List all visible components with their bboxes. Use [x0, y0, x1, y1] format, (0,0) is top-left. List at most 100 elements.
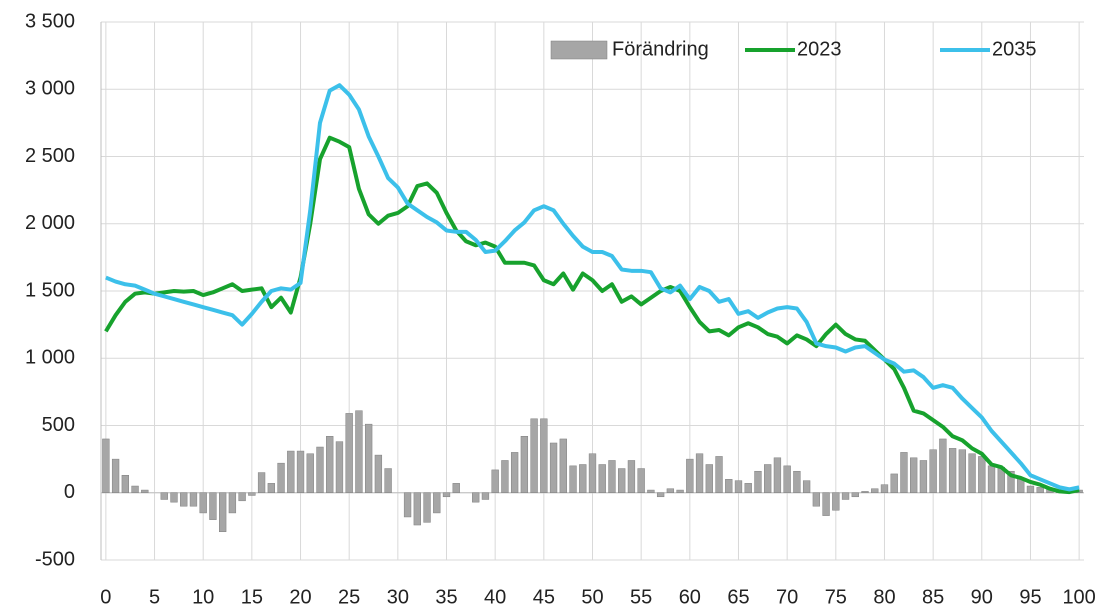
x-tick-label: 65 — [727, 586, 749, 608]
line — [105, 83, 1080, 492]
legend-label: 2035 — [992, 38, 1037, 60]
bar — [326, 436, 334, 494]
y-tick-label: 3 500 — [25, 10, 75, 32]
x-tick-label: 35 — [435, 586, 457, 608]
x-tick-label: 75 — [825, 586, 847, 608]
bar — [287, 450, 295, 493]
bar — [228, 492, 237, 514]
bar — [822, 492, 830, 516]
x-tick-label: 5 — [149, 586, 160, 608]
bar — [403, 492, 412, 518]
bar — [987, 465, 996, 494]
x-tick-label: 80 — [873, 586, 895, 608]
bar — [472, 492, 480, 503]
x-tick-label: 40 — [484, 586, 506, 608]
bar — [540, 418, 548, 493]
bar — [306, 453, 314, 493]
bar — [754, 470, 762, 494]
bar — [656, 492, 665, 498]
y-tick-label: 0 — [64, 481, 75, 503]
bar — [364, 423, 373, 493]
x-tick-label: 10 — [192, 586, 214, 608]
bar — [219, 492, 227, 533]
bar — [676, 489, 684, 493]
legend-label: Förändring — [612, 38, 709, 60]
bar — [442, 492, 451, 498]
bar — [900, 452, 908, 493]
bar — [520, 436, 529, 494]
bar — [111, 458, 120, 493]
bar — [423, 492, 431, 523]
bar — [131, 485, 139, 493]
x-tick-label: 60 — [679, 586, 701, 608]
bar — [627, 460, 636, 493]
bar — [715, 456, 723, 493]
bar — [608, 460, 616, 493]
bar — [180, 492, 188, 507]
legend-label: 2023 — [797, 38, 842, 60]
y-tick-label: 3 000 — [25, 78, 75, 100]
bar — [851, 492, 859, 498]
x-tick-label: 30 — [387, 586, 409, 608]
bar — [209, 492, 217, 520]
bar — [199, 492, 207, 514]
bar — [452, 483, 460, 493]
bar — [637, 468, 645, 494]
x-tick-label: 50 — [581, 586, 603, 608]
x-tick-label: 0 — [100, 586, 111, 608]
bar — [929, 449, 937, 493]
bar — [510, 452, 519, 493]
bar — [793, 470, 801, 494]
bar — [579, 464, 587, 494]
bar — [744, 483, 752, 493]
bar — [939, 438, 947, 494]
bar — [948, 448, 957, 493]
bar — [647, 489, 655, 493]
bar — [189, 492, 198, 507]
bar — [861, 491, 869, 493]
bar — [958, 449, 966, 493]
bar — [880, 484, 889, 493]
y-tick-label: 1 000 — [25, 347, 75, 369]
bar — [374, 454, 383, 493]
x-tick-label: 45 — [533, 586, 555, 608]
bar — [725, 479, 733, 493]
bar — [802, 480, 811, 493]
bar — [121, 475, 129, 494]
bar — [968, 453, 976, 493]
y-tick-label: 1 500 — [25, 279, 75, 301]
bar — [257, 472, 266, 494]
bar — [316, 446, 324, 493]
x-tick-label: 70 — [776, 586, 798, 608]
bar — [588, 453, 597, 493]
x-tick-label: 20 — [289, 586, 311, 608]
line — [104, 135, 1080, 495]
bar — [238, 492, 246, 502]
bar — [871, 488, 879, 493]
bar — [783, 465, 791, 494]
bar — [335, 441, 344, 494]
bar — [841, 492, 850, 500]
bar — [170, 492, 178, 503]
bar — [1036, 487, 1044, 493]
bar — [832, 492, 840, 511]
y-tick-label: 2 500 — [25, 145, 75, 167]
bar — [773, 457, 782, 493]
bar — [530, 418, 538, 493]
bar — [734, 480, 743, 493]
bar — [705, 464, 713, 494]
bar — [686, 458, 694, 493]
legend-swatch — [550, 40, 608, 60]
bar — [433, 492, 441, 514]
bar — [1026, 485, 1035, 493]
bar — [501, 460, 509, 493]
bar — [812, 492, 821, 507]
bar — [910, 457, 918, 493]
y-tick-label: -500 — [35, 548, 75, 570]
x-tick-label: 85 — [922, 586, 944, 608]
bar — [355, 410, 363, 493]
bar — [549, 442, 558, 493]
bar — [481, 492, 490, 500]
bar — [1007, 470, 1015, 494]
